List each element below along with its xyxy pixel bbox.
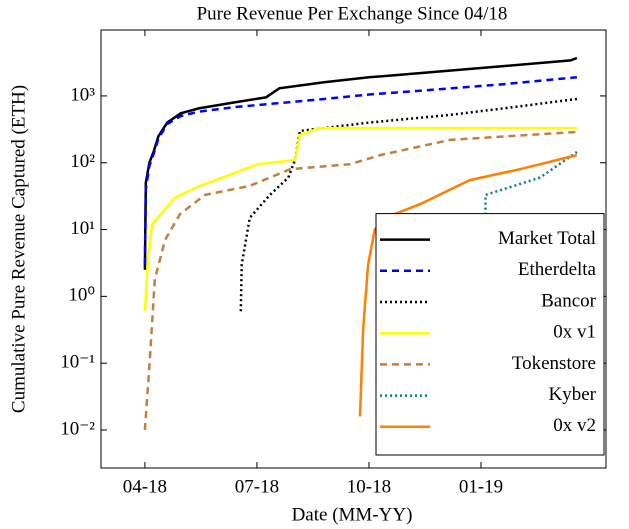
x-tick-label: 01-19 (459, 476, 503, 497)
legend-label: 0x v1 (553, 322, 596, 343)
y-tick-label: 10⁻¹ (60, 352, 95, 373)
legend-label: Etherdelta (518, 259, 597, 280)
plot-frame (100, 29, 607, 469)
y-tick-label: 10⁰ (68, 285, 95, 306)
legend-label: Bancor (541, 290, 597, 311)
y-tick-label: 10¹ (70, 218, 95, 239)
legend-label: Tokenstore (512, 353, 596, 374)
x-tick-label: 04-18 (123, 476, 167, 497)
legend-label: 0x v2 (553, 415, 596, 436)
x-tick-label: 10-18 (347, 476, 391, 497)
x-axis-label: Date (MM-YY) (292, 504, 413, 525)
legend-label: Market Total (498, 228, 596, 249)
x-tick-label: 07-18 (235, 476, 279, 497)
chart-title: Pure Revenue Per Exchange Since 04/18 (197, 3, 508, 24)
y-tick-label: 10⁻² (60, 418, 95, 439)
legend-label: Kyber (549, 384, 597, 405)
series-line (143, 130, 577, 431)
y-tick-label: 10³ (70, 84, 95, 105)
series-line (143, 126, 577, 312)
y-tick-label: 10² (70, 151, 95, 172)
y-axis-label: Cumulative Pure Revenue Captured (ETH) (8, 85, 29, 413)
